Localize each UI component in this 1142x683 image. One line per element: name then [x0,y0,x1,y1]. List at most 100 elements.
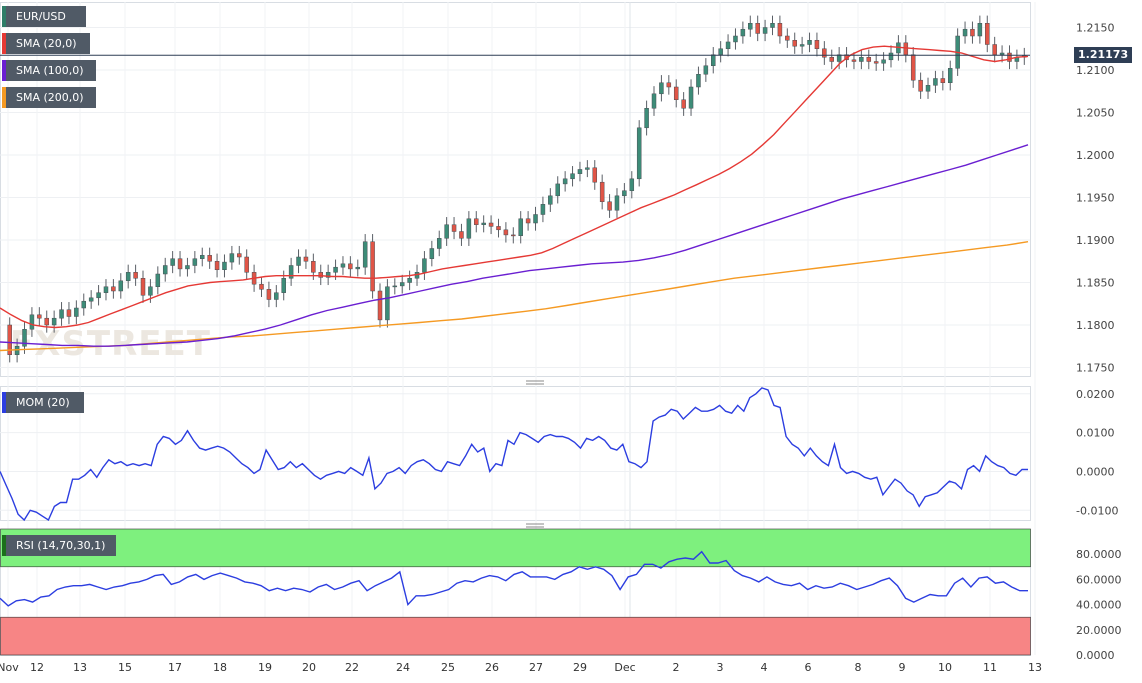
candle-down [851,59,857,62]
mom-y-tick-label: 0.0000 [1076,465,1115,478]
candle-down [66,309,72,317]
panel-frame-1 [0,386,1031,521]
candle-down [592,167,598,183]
candle-down [111,286,116,292]
candle-up [577,169,583,174]
candle-down [918,79,923,92]
legend-sma200[interactable]: SMA (200,0) [2,87,96,108]
candle-up [614,195,620,211]
candle-down [451,224,457,232]
candle-down [348,263,353,270]
candle-down [755,23,760,34]
y-tick-label: 1.2000 [1076,149,1115,162]
candle-up [185,265,190,270]
legend-eurusd[interactable]: EUR/USD [2,6,86,27]
x-tick-label: 13 [1028,661,1042,674]
candle-up [407,278,412,283]
candle-up [947,68,953,84]
candle-down [259,283,264,290]
x-tick-label: 20 [302,661,316,674]
candle-up [125,272,131,282]
candle-up [296,256,301,266]
sma100-line [0,144,1029,347]
candle-up [540,204,546,215]
candle-up [629,178,635,191]
candle-down [992,44,997,55]
candle-up [229,253,235,263]
candle-up [925,85,931,92]
candle-down [525,218,531,224]
x-tick-label: 13 [73,661,87,674]
candle-up [696,74,701,88]
sma200-line [0,241,1029,352]
x-tick-label: 17 [168,661,182,674]
candle-up [288,265,294,279]
candle-up [362,241,368,268]
candle-up [192,258,198,266]
candle-up [200,255,205,259]
candle-up [888,52,894,61]
candle-up [118,280,124,292]
panel-frame-0 [0,2,1031,377]
rsi-line [0,550,1028,607]
candle-up [466,218,472,239]
legend-sma100[interactable]: SMA (100,0) [2,60,96,81]
candle-down [377,290,383,321]
candle-up [170,258,175,266]
x-tick-label: 29 [573,661,587,674]
x-tick-label: 4 [761,661,768,674]
x-tick-label: 26 [485,661,499,674]
candle-up [762,27,768,34]
candle-down [474,218,479,225]
candle-down [681,99,686,109]
candle-up [222,261,227,271]
candle-down [496,226,501,231]
y-tick-label: 1.2150 [1076,22,1115,35]
candle-down [910,54,916,81]
rsi-y-tick-label: 40.0000 [1076,599,1122,612]
candle-up [962,28,968,37]
candle-up [651,93,657,109]
legend-rsi[interactable]: RSI (14,70,30,1) [2,535,116,556]
candle-down [673,86,679,100]
candle-down [488,222,494,227]
candle-up [807,40,812,45]
candle-up [711,54,716,67]
y-tick-label: 1.2050 [1076,107,1115,120]
candle-down [903,42,909,55]
candle-down [814,40,820,49]
candle-up [740,28,746,37]
candle-up [355,266,361,270]
candle-up [51,317,57,326]
candle-up [96,292,101,299]
candle-down [940,78,946,83]
rsi-oversold-zone [0,616,1031,656]
legend-sma20[interactable]: SMA (20,0) [2,33,90,54]
x-tick-label: 9 [899,661,906,674]
candle-up [836,54,842,62]
candle-down [607,201,612,211]
y-tick-label: 1.1900 [1076,234,1115,247]
candle-down [777,23,783,37]
candle-up [148,286,153,296]
x-tick-label: 6 [805,661,812,674]
candle-down [970,28,975,37]
candle-down [792,40,797,47]
candle-up [659,82,664,95]
candle-up [703,65,709,75]
candle-down [214,261,220,270]
legend-mom[interactable]: MOM (20) [2,392,84,413]
x-tick-label: 15 [118,661,132,674]
candle-up [481,222,486,225]
candle-up [429,248,435,259]
x-tick-label: 25 [441,661,455,674]
candle-up [977,23,983,37]
candle-down [7,324,12,355]
candle-down [266,289,272,300]
candle-up [325,272,331,278]
candle-down [311,261,316,273]
candle-up [162,265,168,275]
candle-up [81,300,87,309]
